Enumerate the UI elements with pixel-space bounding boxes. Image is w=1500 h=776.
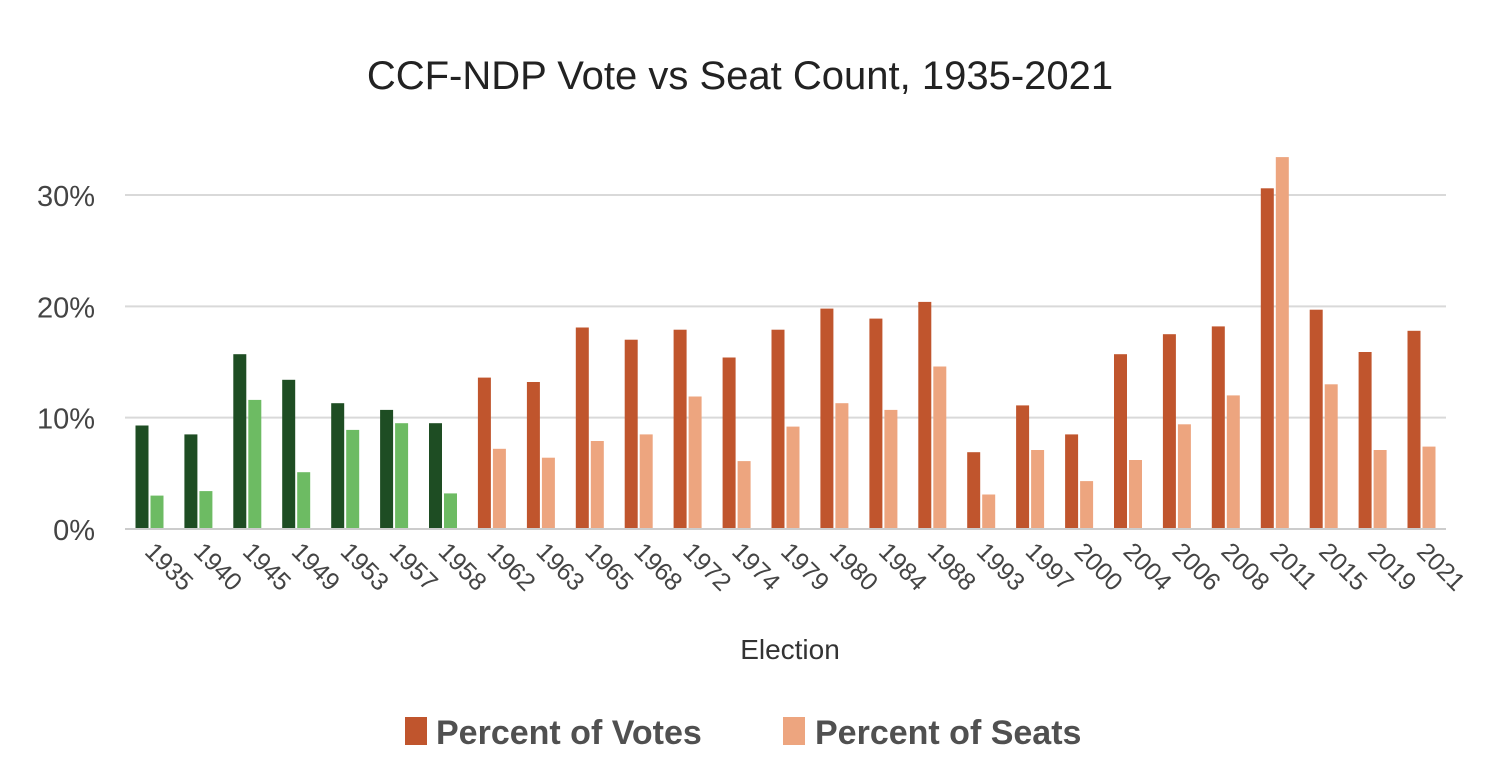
bar-votes-1949 [282, 379, 296, 529]
x-tick-label: 2008 [1216, 537, 1275, 596]
x-tick-label: 1945 [237, 537, 296, 596]
bar-seats-1988 [933, 366, 947, 529]
bar-seats-1997 [1031, 450, 1045, 529]
chart-title: CCF-NDP Vote vs Seat Count, 1935-2021 [367, 54, 1113, 98]
bar-seats-1935 [150, 495, 164, 529]
bar-votes-2008 [1211, 326, 1225, 529]
bar-seats-1940 [199, 491, 213, 529]
bar-seats-1958 [444, 493, 457, 529]
bar-votes-1997 [1016, 405, 1030, 529]
legend-swatch-votes [405, 717, 427, 745]
bar-votes-1980 [820, 308, 834, 529]
bar-seats-1968 [639, 434, 653, 529]
bar-seats-1963 [541, 457, 555, 529]
x-tick-label: 1980 [824, 537, 883, 596]
bar-votes-2015 [1309, 309, 1323, 529]
bar-votes-1988 [918, 301, 932, 529]
y-tick-label: 20% [37, 292, 95, 324]
bar-seats-2011 [1275, 157, 1289, 529]
bar-votes-1962 [477, 377, 491, 529]
bar-votes-1940 [184, 434, 198, 529]
bar-seats-1965 [590, 441, 604, 529]
legend-label-seats: Percent of Seats [815, 714, 1081, 752]
bar-votes-1965 [575, 327, 589, 529]
x-tick-label: 2021 [1411, 537, 1470, 596]
legend-swatch-seats [783, 717, 805, 745]
bar-seats-1962 [492, 448, 506, 529]
y-tick-label: 0% [53, 515, 95, 547]
bar-seats-2008 [1226, 395, 1240, 529]
x-tick-label: 2019 [1362, 537, 1421, 596]
bar-votes-2006 [1162, 334, 1176, 529]
x-axis-label: Election [740, 634, 840, 665]
bar-votes-1953 [331, 403, 345, 529]
y-tick-label: 30% [37, 181, 95, 213]
bar-seats-1972 [688, 396, 702, 529]
x-tick-label: 2011 [1265, 537, 1323, 595]
bar-seats-1979 [786, 426, 800, 529]
x-tick-label: 1984 [873, 537, 932, 596]
x-tick-label: 1965 [580, 537, 639, 596]
x-tick-label: 1958 [433, 537, 492, 596]
x-tick-label: 1979 [775, 537, 834, 596]
x-tick-label: 1935 [139, 537, 198, 596]
x-tick-label: 1949 [286, 537, 345, 596]
bar-votes-2021 [1407, 330, 1421, 529]
bar-seats-1974 [737, 461, 751, 529]
x-tick-label: 1963 [531, 537, 590, 596]
bar-seats-1993 [982, 494, 996, 529]
bar-seats-1949 [297, 472, 311, 529]
x-tick-label: 1997 [1020, 537, 1079, 596]
bar-seats-1953 [346, 429, 360, 529]
bar-votes-2011 [1260, 188, 1274, 530]
bar-votes-1968 [624, 339, 638, 529]
bar-votes-1958 [429, 423, 442, 529]
x-tick-label: 2006 [1167, 537, 1226, 596]
bar-seats-2019 [1373, 450, 1387, 529]
legend: Percent of Votes Percent of Seats [405, 714, 1081, 752]
bar-votes-1993 [967, 452, 981, 529]
bar-seats-1957 [395, 423, 409, 529]
bar-seats-2015 [1324, 384, 1338, 529]
bar-seats-1945 [248, 399, 262, 529]
bar-seats-2021 [1422, 446, 1436, 529]
bar-votes-2004 [1114, 354, 1127, 529]
x-tick-label: 1972 [677, 537, 736, 596]
x-axis-ticks: 1935194019451949195319571958196219631965… [139, 537, 1470, 596]
bar-votes-2019 [1358, 352, 1372, 529]
bars [135, 157, 1436, 530]
bar-seats-2000 [1080, 481, 1094, 529]
x-tick-label: 2015 [1313, 537, 1372, 596]
bar-seats-1980 [835, 403, 849, 529]
legend-label-votes: Percent of Votes [436, 714, 702, 752]
x-tick-label: 2004 [1118, 537, 1177, 596]
x-tick-label: 1957 [384, 537, 443, 596]
bar-votes-1979 [771, 329, 785, 529]
x-tick-label: 1940 [188, 537, 247, 596]
bar-votes-1972 [673, 329, 687, 529]
bar-votes-1935 [135, 425, 149, 529]
x-tick-label: 1968 [628, 537, 687, 596]
bar-votes-1957 [380, 409, 394, 529]
x-tick-label: 1988 [922, 537, 981, 596]
bar-votes-1974 [722, 357, 736, 529]
x-tick-label: 2000 [1069, 537, 1128, 596]
bar-votes-1963 [526, 382, 540, 529]
x-tick-label: 1962 [482, 537, 541, 596]
gridlines [125, 194, 1446, 419]
bar-votes-1945 [233, 354, 247, 529]
bar-seats-2006 [1177, 424, 1191, 529]
bar-seats-1984 [884, 409, 898, 529]
bar-seats-2004 [1129, 460, 1142, 529]
y-tick-label: 10% [37, 404, 95, 436]
y-axis-ticks: 0% 10% 20% 30% [37, 181, 95, 547]
bar-votes-1984 [869, 318, 883, 529]
x-tick-label: 1974 [726, 537, 785, 596]
x-tick-label: 1953 [335, 537, 394, 596]
bar-votes-2000 [1065, 434, 1079, 529]
x-tick-label: 1993 [971, 537, 1030, 596]
